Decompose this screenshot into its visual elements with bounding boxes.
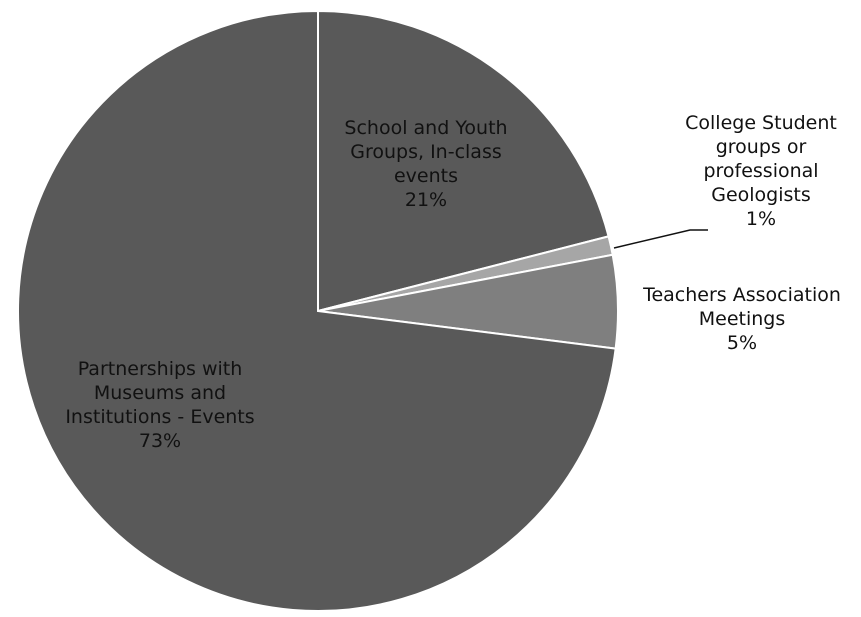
- pie-slices: [17, 9, 619, 612]
- slice-label-line: groups or: [716, 136, 807, 158]
- slice-label-2: College Student groups or professional Geol…: [685, 112, 837, 230]
- slice-labels: School and Youth Groups, In-class events 21…: [65, 112, 841, 452]
- slice-label-4: Partnerships with Museums and Institutions…: [65, 358, 254, 452]
- slice-label-line: Museums and: [94, 382, 226, 404]
- slice-label-line: Teachers Association: [642, 284, 841, 306]
- slice-label-line: professional: [703, 160, 818, 182]
- leader-lines: [613, 229, 708, 249]
- pie-slice-4: [17, 9, 617, 612]
- slice-label-line: Groups, In-class: [350, 141, 502, 163]
- slice-label-3: Teachers Association Meetings 5%: [642, 284, 841, 354]
- slice-percent: 1%: [746, 208, 776, 230]
- slice-percent: 21%: [405, 189, 447, 211]
- slice-label-line: events: [394, 165, 458, 187]
- slice-label-line: Institutions - Events: [65, 406, 254, 428]
- slice-percent: 5%: [727, 332, 757, 354]
- slice-percent: 73%: [139, 430, 181, 452]
- slice-label-line: College Student: [685, 112, 837, 134]
- slice-label-line: Geologists: [711, 184, 811, 206]
- pie-slice-1: [317, 9, 610, 313]
- slice-label-line: School and Youth: [344, 117, 507, 139]
- slice-label-line: Meetings: [699, 308, 786, 330]
- slice-label-line: Partnerships with: [78, 358, 243, 380]
- slice-label-1: School and Youth Groups, In-class events 21…: [344, 117, 507, 211]
- leader-line-2: [613, 229, 708, 249]
